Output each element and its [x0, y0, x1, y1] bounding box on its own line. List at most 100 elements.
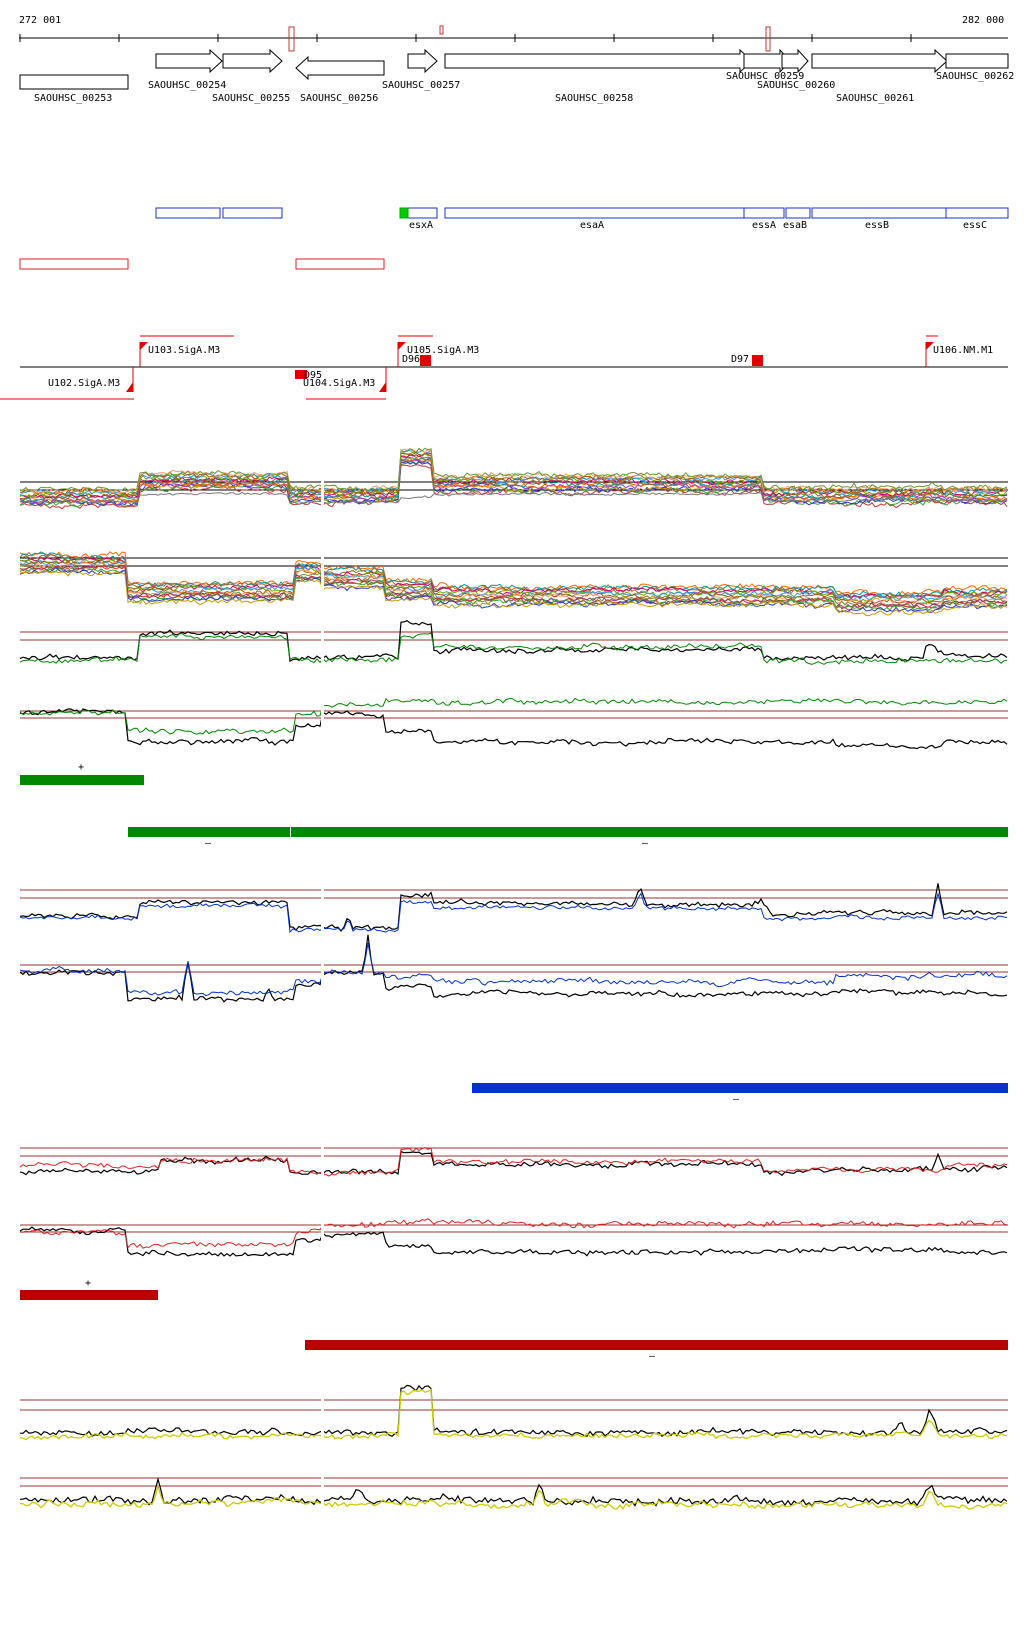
gene-label: SAOUHSC_00261 [836, 93, 914, 104]
signal-line [19, 1226, 1008, 1257]
strand-label: + [85, 1278, 91, 1289]
promoter-block[interactable] [420, 355, 431, 366]
feature-box[interactable] [811, 207, 947, 219]
feature-box[interactable] [444, 207, 745, 219]
gene-arrow-icon[interactable] [407, 48, 438, 74]
gene-label: SAOUHSC_00255 [212, 93, 290, 104]
gene-label: SAOUHSC_00256 [300, 93, 378, 104]
gene-arrow-icon[interactable] [444, 48, 753, 74]
signal-line [19, 564, 1008, 611]
promoter-flag-icon[interactable] [379, 382, 386, 392]
feature-box[interactable] [785, 207, 811, 219]
signal-line [19, 567, 1008, 614]
signal-line [19, 934, 1008, 1003]
strand-label: – [642, 838, 649, 849]
signal-line [19, 449, 1008, 496]
promoter-block[interactable] [295, 370, 307, 379]
promoter-flag-icon[interactable] [398, 342, 406, 350]
feature-box[interactable] [407, 207, 438, 219]
track-gap [321, 1460, 324, 1520]
gene-arrow-icon[interactable] [295, 55, 385, 81]
gene-name-label: essA [752, 220, 776, 231]
gene-name-label: essB [865, 220, 889, 231]
red-segment-bar[interactable] [20, 1290, 158, 1300]
green-segment-bar[interactable] [128, 827, 290, 837]
track-gap [321, 622, 324, 680]
promoter-flag-icon[interactable] [126, 382, 133, 392]
gene-arrow-icon[interactable] [222, 48, 283, 74]
promoter-block[interactable] [752, 355, 763, 366]
gene-arrow-icon[interactable] [155, 48, 223, 74]
gene-label: SAOUHSC_00257 [382, 80, 460, 91]
track-gap [321, 940, 324, 1015]
signal-line [20, 454, 1008, 501]
gene-name-label: esaB [783, 220, 807, 231]
promoter-flag-icon[interactable] [140, 342, 148, 350]
signal-line [19, 1483, 1008, 1511]
signal-line [19, 1218, 1008, 1249]
promoter-label: U105.SigA.M3 [407, 345, 479, 356]
signal-line [19, 697, 1008, 735]
gene-label: SAOUHSC_00260 [757, 80, 835, 91]
green-segment-bar[interactable] [20, 775, 144, 785]
red-feature-box[interactable] [295, 258, 385, 270]
gene-arrow-icon[interactable] [781, 48, 809, 74]
promoter-label: U104.SigA.M3 [303, 378, 375, 389]
promoter-label: D95 [304, 370, 322, 381]
promoter-label: U106.NM.M1 [933, 345, 993, 356]
gene-track [19, 48, 1009, 90]
promoter-flag-icon[interactable] [926, 342, 934, 350]
feature-box[interactable] [222, 207, 283, 219]
signal-line [19, 620, 1008, 663]
strand-label: – [205, 838, 212, 849]
track-gap [321, 692, 324, 752]
signal-line [19, 632, 1008, 665]
signal-line [19, 892, 1008, 934]
blue-segment-bar[interactable] [472, 1083, 1008, 1093]
signal-line [20, 460, 1008, 508]
strand-label: + [78, 762, 84, 773]
promoter-label: U102.SigA.M3 [48, 378, 120, 389]
signal-line [19, 1476, 1008, 1507]
track-gap [321, 1380, 324, 1450]
gene-label: SAOUHSC_00259 [726, 71, 804, 82]
green-segment-bar[interactable] [291, 827, 1008, 837]
gene-box-00262[interactable] [945, 53, 1009, 69]
signal-line [19, 563, 1008, 608]
gene-label: SAOUHSC_00262 [936, 71, 1014, 82]
marker-box[interactable] [765, 26, 771, 52]
feature-box[interactable] [945, 207, 1009, 219]
promoter-label: U103.SigA.M3 [148, 345, 220, 356]
gene-arrow-icon[interactable] [811, 48, 948, 74]
gene-box-00253[interactable] [19, 74, 129, 90]
axis-start-label: 272 001 [19, 15, 61, 26]
signal-line [19, 1388, 1008, 1441]
red-feature-box[interactable] [19, 258, 129, 270]
strand-label: – [733, 1094, 740, 1105]
signal-line [19, 491, 1008, 504]
track-gap [321, 1130, 324, 1190]
feature-box[interactable] [155, 207, 221, 219]
gene-label: SAOUHSC_00253 [34, 93, 112, 104]
feature-boxes [19, 207, 1009, 270]
signal-line [19, 708, 1008, 750]
gene-labels: SAOUHSC_00253 SAOUHSC_00254 SAOUHSC_0025… [34, 71, 1014, 104]
feature-box[interactable] [743, 207, 785, 219]
strand-label: – [649, 1351, 656, 1362]
signal-line [19, 458, 1008, 504]
red-segment-bar[interactable] [305, 1340, 1008, 1350]
feature-box-green[interactable] [399, 207, 409, 219]
signal-line [19, 560, 1008, 605]
marker-box[interactable] [288, 26, 295, 52]
signal-line [19, 1147, 1008, 1177]
coordinate-axis: 272 001 282 000 [19, 15, 1008, 52]
track-gap [321, 1205, 324, 1265]
track-gap [321, 540, 324, 600]
promoter-label: D96 [402, 354, 420, 365]
segment-bars: + – – – + – [20, 762, 1008, 1362]
marker-box[interactable] [439, 25, 444, 35]
gene-label: SAOUHSC_00258 [555, 93, 633, 104]
signal-line [19, 943, 1008, 997]
